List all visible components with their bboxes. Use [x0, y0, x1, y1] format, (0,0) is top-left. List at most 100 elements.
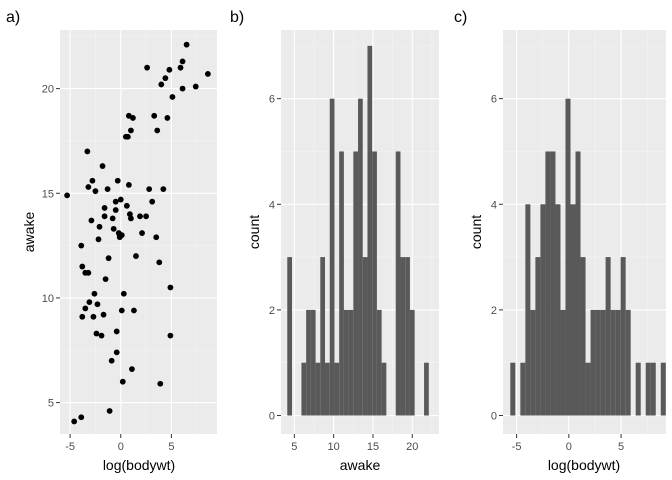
y-tick-label: 6 — [491, 94, 497, 106]
scatter-point — [78, 414, 85, 421]
histogram-bar — [620, 257, 626, 416]
scatter-point — [128, 127, 134, 134]
histogram-bar — [600, 309, 606, 416]
scatter-point — [91, 290, 98, 297]
y-tick-label: 5 — [48, 398, 54, 410]
panel-c-histogram: c) -5 0 5 0 2 4 6 log(bodywt) count — [454, 9, 666, 473]
histogram-bar — [343, 309, 349, 416]
scatter-point — [79, 313, 86, 320]
scatter-point — [108, 357, 115, 364]
histogram-bar — [325, 362, 330, 416]
histogram-bar — [595, 309, 601, 416]
panel-b-bars — [287, 45, 429, 416]
scatter-point — [113, 328, 120, 335]
scatter-point — [204, 71, 211, 77]
histogram-bar — [545, 151, 551, 416]
histogram-bar — [320, 257, 326, 416]
panel-c-y-axis-title: count — [468, 215, 484, 249]
histogram-bar — [615, 309, 621, 416]
scatter-point — [166, 66, 173, 73]
scatter-point — [82, 305, 89, 312]
histogram-bar — [585, 362, 591, 416]
histogram-bar — [635, 362, 641, 416]
panel-b-x-ticks: 5 10 15 20 — [291, 434, 418, 453]
scatter-point — [86, 299, 93, 306]
scatter-point — [98, 332, 105, 339]
histogram-bar — [570, 204, 576, 416]
histogram-bar — [367, 45, 373, 416]
histogram-bar — [334, 362, 340, 416]
scatter-point — [94, 301, 101, 308]
histogram-bar — [306, 309, 311, 416]
scatter-point — [100, 311, 107, 318]
panel-a-background — [60, 30, 217, 434]
histogram-bar — [540, 204, 546, 416]
panel-a-tag: a) — [6, 9, 20, 26]
histogram-bar — [348, 309, 354, 416]
panel-c-y-ticks: 0 2 4 6 — [491, 94, 503, 423]
scatter-point — [85, 269, 92, 276]
histogram-bar — [550, 151, 556, 416]
panel-b-histogram: b) 5 10 15 20 0 2 4 6 awake count — [230, 9, 439, 473]
scatter-point — [162, 75, 169, 82]
histogram-bar — [625, 309, 631, 416]
panel-a-y-ticks: 5 10 15 20 — [42, 84, 60, 410]
scatter-point — [124, 133, 131, 140]
y-tick-label: 0 — [269, 411, 275, 423]
scatter-point — [105, 255, 112, 262]
scatter-point — [118, 307, 125, 314]
panel-a-scatter: a) -5 0 5 5 10 15 20 log(bodywt) awake — [6, 9, 217, 473]
histogram-bar — [605, 257, 611, 416]
scatter-point — [92, 188, 99, 195]
scatter-point — [78, 242, 85, 249]
scatter-point — [71, 418, 78, 425]
scatter-point — [192, 83, 199, 90]
y-tick-label: 20 — [42, 84, 54, 96]
y-tick-label: 2 — [491, 305, 497, 317]
histogram-bar — [575, 151, 581, 416]
scatter-point — [153, 234, 160, 241]
panel-b-y-ticks: 0 2 4 6 — [269, 94, 281, 423]
scatter-point — [117, 196, 124, 203]
scatter-point — [89, 177, 96, 184]
scatter-point — [179, 58, 186, 65]
histogram-bar — [424, 362, 429, 416]
panel-a-x-axis-title: log(bodywt) — [103, 457, 175, 473]
scatter-point — [183, 41, 190, 48]
x-tick-label: 10 — [328, 441, 340, 453]
histogram-bar — [372, 151, 377, 416]
x-tick-label: 20 — [406, 441, 418, 453]
scatter-point — [156, 259, 163, 266]
histogram-bar — [362, 257, 368, 416]
histogram-bar — [395, 151, 401, 416]
scatter-point — [177, 64, 184, 71]
scatter-point — [101, 213, 108, 220]
histogram-bar — [520, 362, 526, 416]
scatter-point — [96, 223, 103, 230]
x-tick-label: -5 — [512, 441, 522, 453]
scatter-point — [90, 313, 97, 320]
x-tick-label: 5 — [168, 441, 174, 453]
histogram-bar — [660, 362, 666, 416]
scatter-point — [114, 177, 121, 184]
histogram-bar — [510, 362, 516, 416]
histogram-bar — [610, 309, 616, 416]
scatter-point — [154, 127, 161, 134]
scatter-point — [158, 81, 165, 88]
scatter-point — [167, 284, 174, 291]
y-tick-label: 15 — [42, 188, 54, 200]
panel-a-points — [64, 41, 211, 425]
x-tick-label: 0 — [118, 441, 124, 453]
scatter-point — [164, 115, 171, 121]
histogram-bar — [329, 98, 335, 416]
histogram-bar — [381, 362, 387, 416]
scatter-point — [123, 202, 130, 209]
scatter-point — [125, 182, 132, 188]
histogram-bar — [530, 309, 536, 416]
histogram-bar — [645, 362, 651, 416]
x-tick-label: 5 — [618, 441, 624, 453]
histogram-bar — [525, 204, 531, 416]
scatter-point — [131, 307, 137, 314]
scatter-point — [143, 213, 149, 220]
